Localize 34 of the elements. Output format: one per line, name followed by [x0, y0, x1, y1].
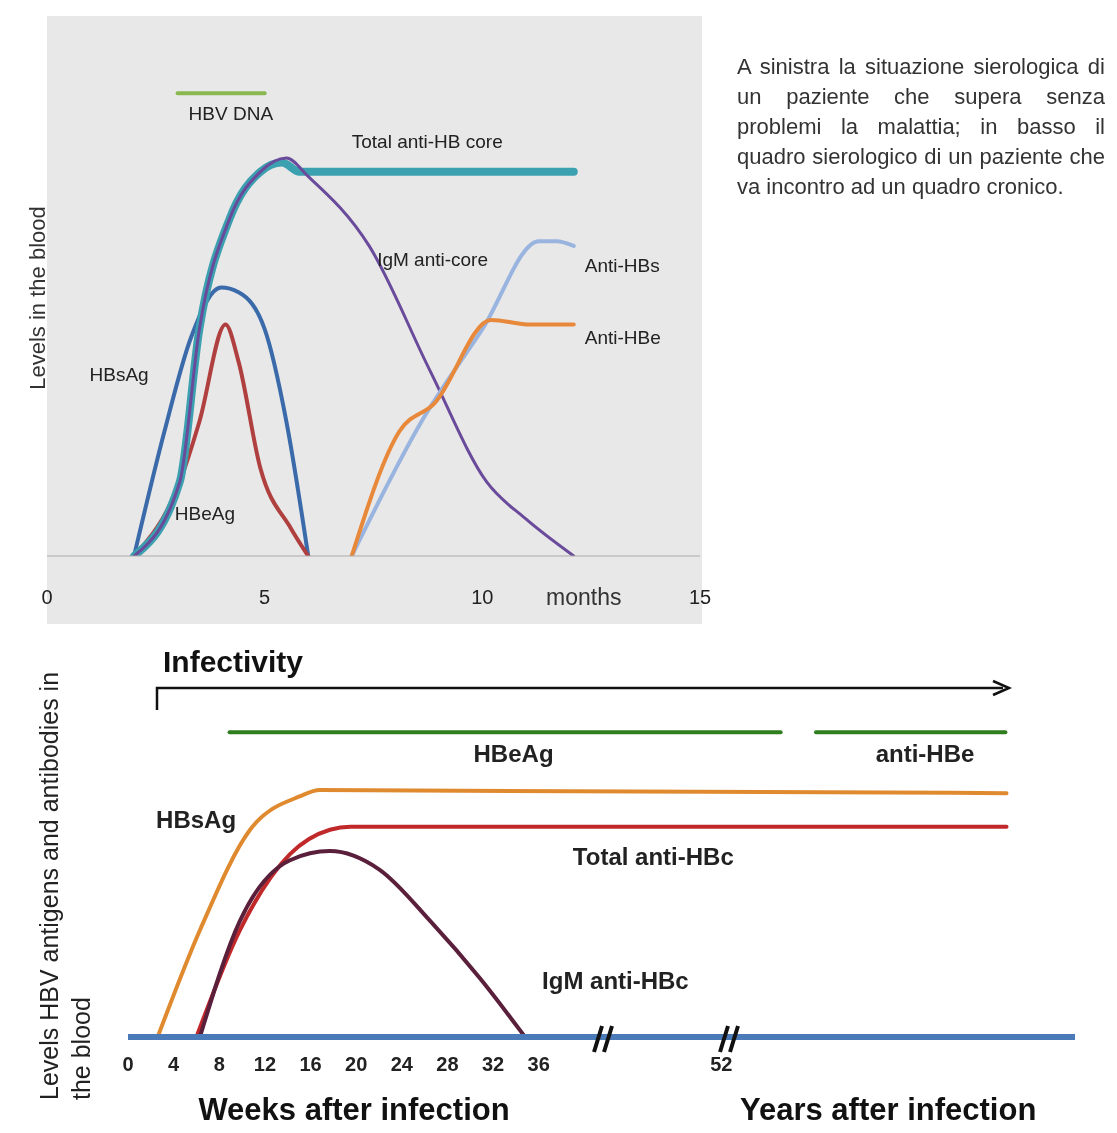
- series-label: anti-HBe: [875, 740, 975, 768]
- y-axis-title: Levels in the blood: [25, 206, 51, 390]
- x-tick-label: 24: [390, 1053, 414, 1076]
- text: A sinistra la situazione sierologica di un paziente che supera senza problemi la malattia; in basso il quadro sierologico di un paziente che va incontro ad un quadro cronico.: [737, 53, 1105, 201]
- series-label: HBsAg: [89, 364, 149, 386]
- x-tick-label: 12: [253, 1053, 277, 1076]
- x-axis-title: Weeks after infection: [198, 1092, 510, 1128]
- x-tick-label: 20: [345, 1053, 368, 1076]
- series-label: HBeAg: [174, 502, 235, 524]
- y-axis-title: Levels HBV antigens and antibodies in the blood: [34, 670, 96, 1100]
- x-tick-label: 16: [299, 1053, 322, 1076]
- series-label: Anti-HBs: [584, 254, 660, 276]
- x-tick-label: 5: [259, 586, 271, 609]
- x-tick-label: 28: [436, 1053, 459, 1076]
- x-axis-title: months: [546, 584, 622, 611]
- series-label: HBsAg: [156, 805, 237, 833]
- x-tick-label: 0: [122, 1053, 134, 1076]
- x-tick-label: 4: [168, 1053, 181, 1076]
- series-label: IgM anti-HBc: [542, 967, 689, 994]
- x-tick-label: 0: [41, 586, 53, 609]
- series-label: IgM anti-core: [377, 248, 489, 270]
- series-label: Total anti-HBc: [572, 842, 734, 870]
- x-tick-label: 10: [471, 586, 494, 609]
- x-tick-label: 52: [710, 1053, 733, 1076]
- x-tick-label: 15: [688, 586, 712, 609]
- series-label: Anti-HBe: [584, 326, 661, 348]
- series-label: Total anti-HB core: [351, 130, 503, 152]
- text: Infectivity: [163, 645, 304, 679]
- series-label: HBeAg: [473, 740, 554, 768]
- x-tick-label: 32: [481, 1053, 505, 1076]
- x-tick-label: 36: [527, 1053, 550, 1076]
- text: Years after infection: [740, 1092, 1037, 1128]
- x-tick-label: 8: [213, 1053, 225, 1076]
- series-label: HBV DNA: [188, 103, 274, 125]
